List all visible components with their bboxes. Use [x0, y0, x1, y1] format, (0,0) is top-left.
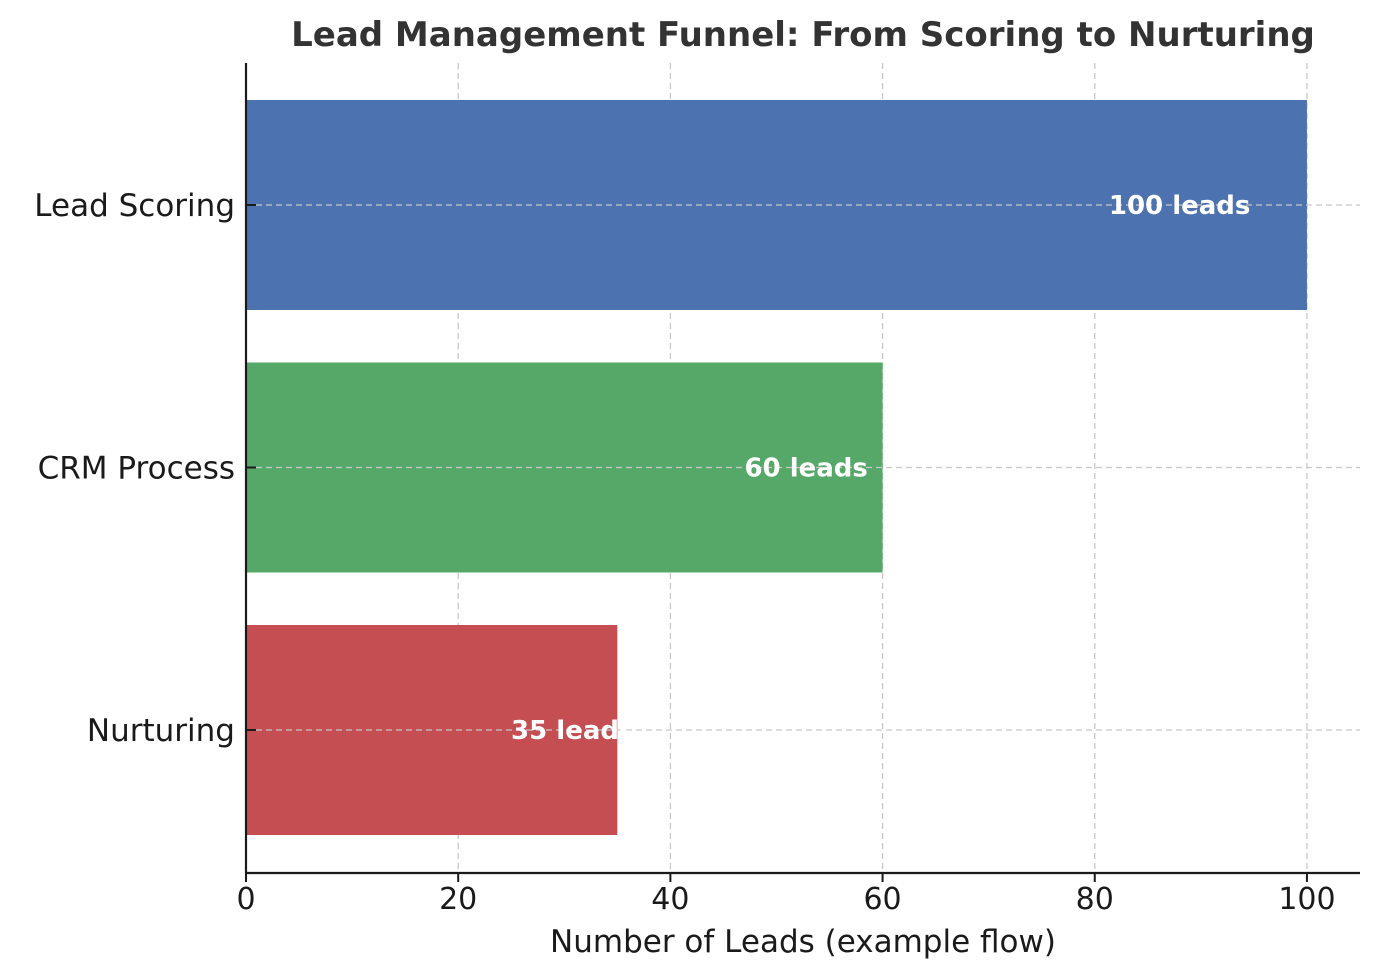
x-tick-label-2: 40: [651, 882, 689, 917]
x-tick-label-3: 60: [863, 882, 901, 917]
x-tick-label-1: 20: [439, 882, 477, 917]
axes: Lead Scoring CRM Process Nurturing 0 20 40 60 8…: [34, 63, 1360, 917]
bar-value-label-2: 35 leads: [511, 716, 634, 746]
x-tick-label-4: 80: [1076, 882, 1114, 917]
bar-value-label-1: 60 leads: [744, 454, 867, 484]
y-tick-label-0: Lead Scoring: [34, 188, 235, 224]
y-tick-label-2: Nurturing: [87, 713, 235, 749]
chart-title: Lead Management Funnel: From Scoring to …: [291, 15, 1315, 55]
bars: 100 leads 60 leads 35 leads: [246, 100, 1360, 835]
bar-value-label-0: 100 leads: [1109, 191, 1251, 221]
x-axis-label: Number of Leads (example flow): [550, 924, 1056, 960]
x-tick-label-0: 0: [236, 882, 255, 917]
x-tick-label-5: 100: [1278, 882, 1335, 917]
y-tick-label-1: CRM Process: [38, 451, 235, 487]
